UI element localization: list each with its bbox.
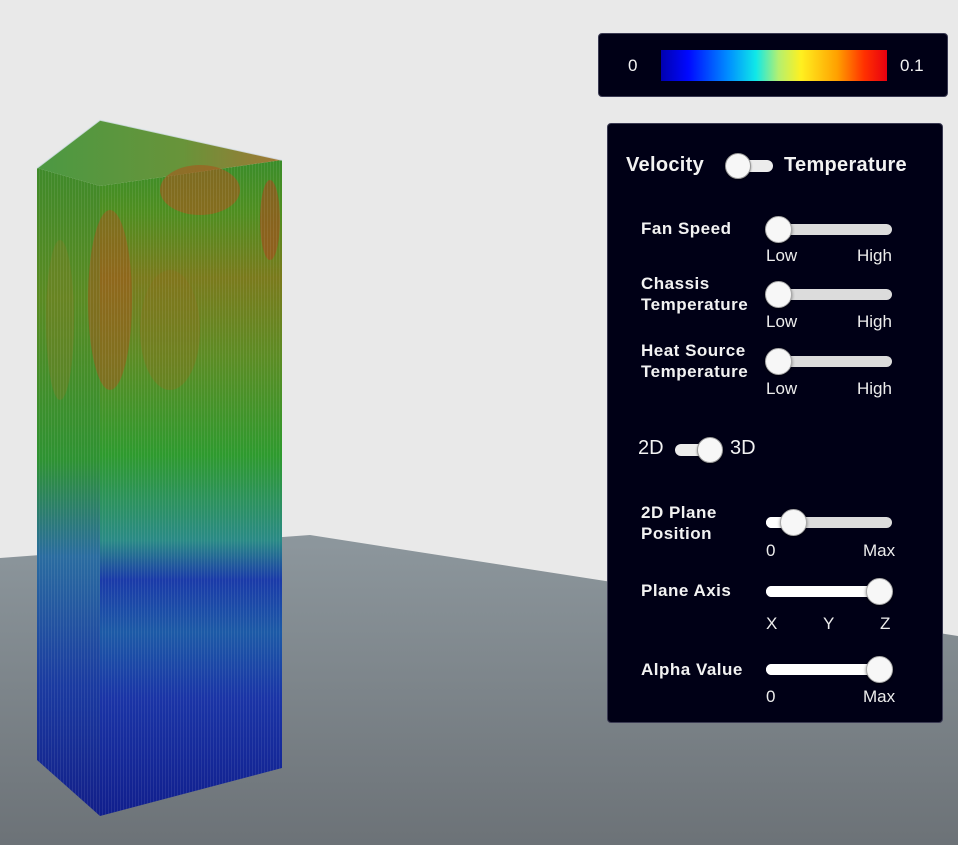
heat-source-temperature-thumb[interactable] xyxy=(765,348,792,375)
plane-axis-z-label: Z xyxy=(880,614,891,633)
plane-position-max-label: Max xyxy=(863,541,896,560)
temperature-label: Temperature xyxy=(784,154,907,176)
alpha-value-slider[interactable] xyxy=(766,656,893,683)
toggle-knob[interactable] xyxy=(697,437,723,463)
chassis-temperature-low-label: Low xyxy=(766,312,798,331)
2d-3d-toggle[interactable] xyxy=(675,437,723,463)
plane-axis-slider[interactable] xyxy=(766,578,893,605)
colorbar-max-label: 0.1 xyxy=(900,56,924,75)
plane-axis-y-label: Y xyxy=(823,614,835,633)
alpha-value-max-label: Max xyxy=(863,687,896,706)
fan-speed-slider[interactable] xyxy=(765,216,892,243)
heat-source-temperature-low-label: Low xyxy=(766,379,798,398)
colorbar-gradient xyxy=(661,50,887,81)
fan-speed-high-label: High xyxy=(857,246,892,265)
control-panel: Velocity Temperature Fan Speed Low High … xyxy=(607,123,943,723)
alpha-value-min-label: 0 xyxy=(766,687,776,706)
chassis-temperature-slider[interactable] xyxy=(765,281,892,308)
colorbar-legend: 0 0.1 xyxy=(598,33,948,97)
alpha-value-thumb[interactable] xyxy=(866,656,893,683)
2d-label: 2D xyxy=(638,437,664,459)
colorbar-min-label: 0 xyxy=(628,56,638,75)
heat-source-temperature-high-label: High xyxy=(857,379,892,398)
plane-axis-x-label: X xyxy=(766,614,778,633)
heat-source-temperature-slider[interactable] xyxy=(765,348,892,375)
3d-label: 3D xyxy=(730,437,756,459)
plane-axis-thumb[interactable] xyxy=(866,578,893,605)
heat-source-temperature-label: Heat Source Temperature xyxy=(641,341,749,381)
chassis-temperature-label: Chassis Temperature xyxy=(641,274,749,314)
plane-position-min-label: 0 xyxy=(766,541,776,560)
plane-position-slider[interactable] xyxy=(766,509,892,536)
plane-position-thumb[interactable] xyxy=(780,509,807,536)
chassis-temperature-high-label: High xyxy=(857,312,892,331)
volume-render-box xyxy=(36,119,283,816)
velocity-label: Velocity xyxy=(626,154,704,176)
plane-position-label: 2D Plane Position xyxy=(641,503,717,543)
chassis-temperature-thumb[interactable] xyxy=(765,281,792,308)
fan-speed-low-label: Low xyxy=(766,246,798,265)
fan-speed-thumb[interactable] xyxy=(765,216,792,243)
plane-axis-label: Plane Axis xyxy=(641,581,732,600)
toggle-knob[interactable] xyxy=(725,153,751,179)
velocity-temperature-toggle[interactable] xyxy=(725,153,773,179)
alpha-value-label: Alpha Value xyxy=(641,660,743,679)
fan-speed-label: Fan Speed xyxy=(641,219,732,238)
